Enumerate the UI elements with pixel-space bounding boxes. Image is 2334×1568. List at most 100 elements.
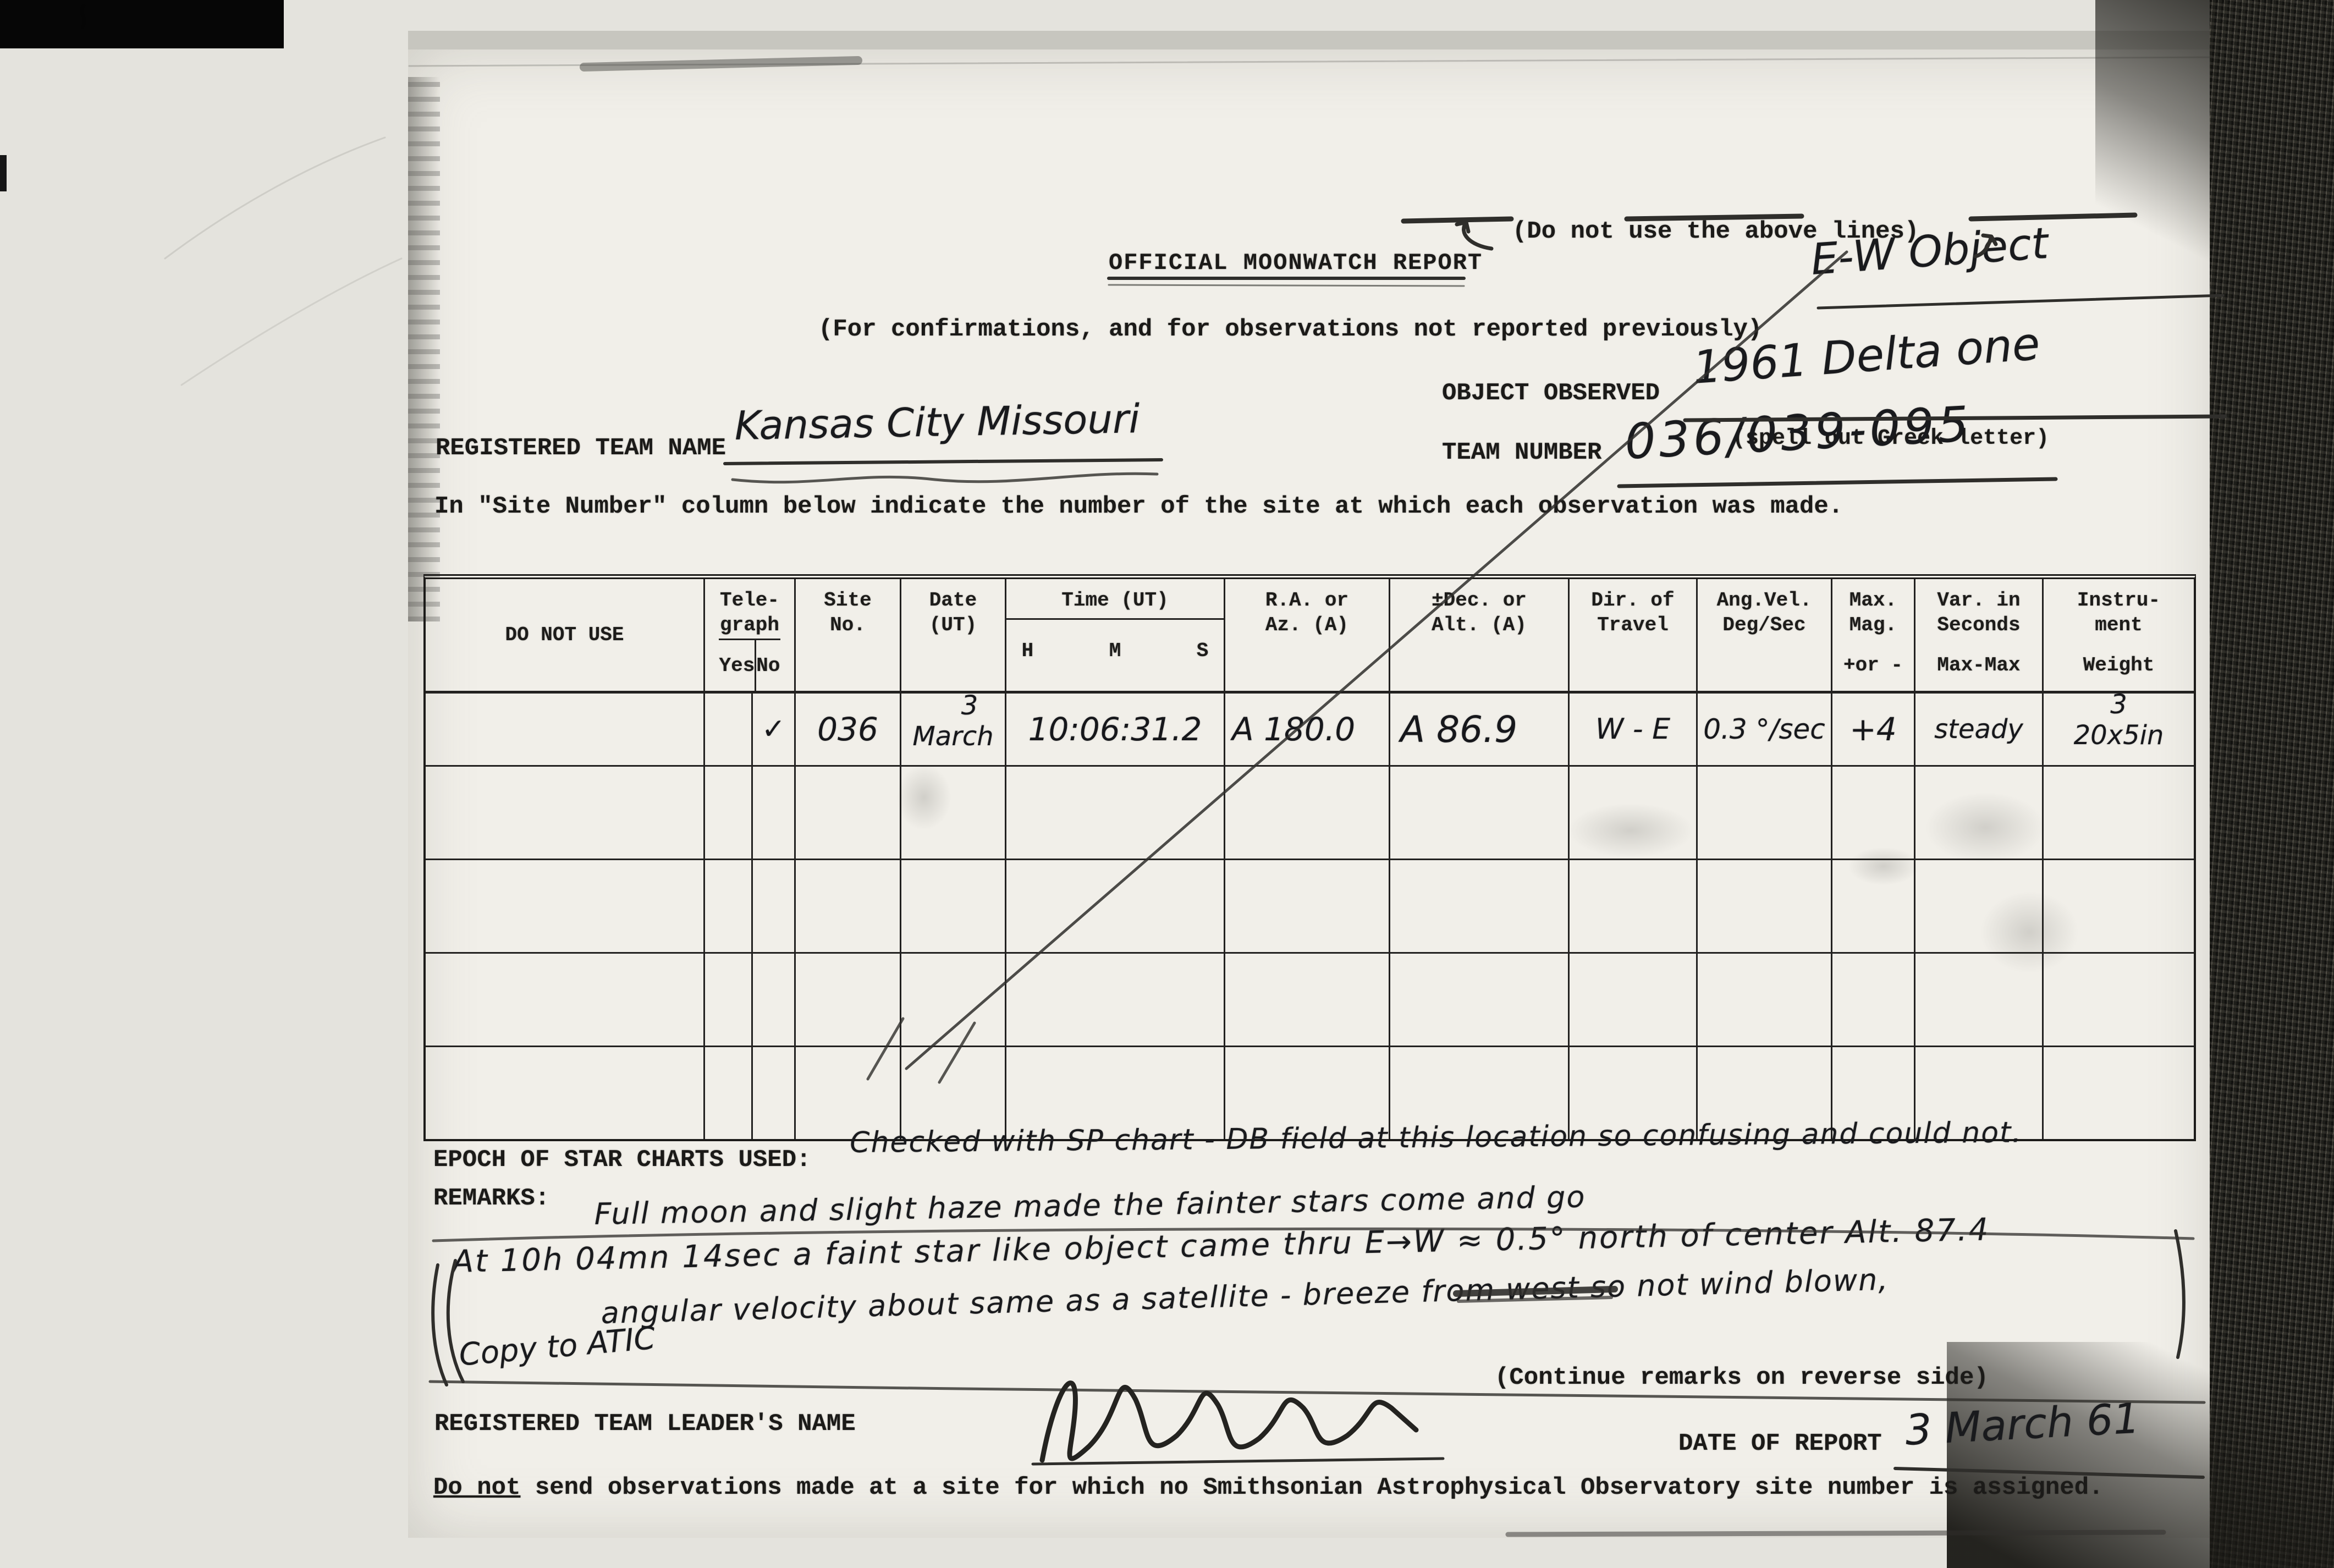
obs-telegraph-no-cell: ✓: [753, 694, 796, 767]
table-empty-cell: [753, 860, 796, 954]
table-empty-cell: [1570, 860, 1698, 954]
scan-smudge: [896, 764, 951, 830]
table-empty-cell: [426, 860, 705, 954]
col-header-var-seconds: Var. in Seconds Max-Max: [1915, 579, 2044, 694]
bottom-note: Do not send observations made at a site …: [433, 1475, 2104, 1501]
table-empty-cell: [1832, 954, 1915, 1047]
col-header-telegraph: Tele- graph Yes No: [705, 579, 796, 694]
table-empty-cell: [1915, 954, 2044, 1047]
col-header-yes: Yes: [719, 640, 757, 691]
obs-angvel-cell: 0.3 °/sec: [1698, 694, 1832, 767]
table-empty-cell: [1832, 767, 1915, 860]
table-empty-cell: [796, 954, 901, 1047]
observation-table: DO NOT USE Tele- graph Yes No Site No. Da…: [423, 574, 2196, 1141]
table-empty-cell: [426, 767, 705, 860]
team-leader-label: REGISTERED TEAM LEADER'S NAME: [434, 1410, 856, 1438]
obs-instrument-cell: 3 20x5in: [2044, 689, 2194, 767]
team-number-label: TEAM NUMBER: [1442, 439, 1602, 466]
film-corner-bottom-right: [1947, 1342, 2334, 1568]
table-empty-cell: [1006, 860, 1225, 954]
table-empty-cell: [1915, 767, 2044, 860]
table-empty-cell: [1225, 860, 1390, 954]
col-header-no: No: [756, 654, 780, 677]
film-scratch-line: [164, 136, 386, 260]
bottom-note-rest: send observations made at a site for whi…: [520, 1474, 2104, 1501]
col-header-max-mag: Max. Mag. +or -: [1832, 579, 1915, 694]
table-empty-cell: [1698, 767, 1832, 860]
table-empty-cell: [901, 860, 1006, 954]
obs-telegraph-yes-cell: [705, 694, 753, 767]
col-header-ra-az: R.A. or Az. (A): [1225, 579, 1390, 694]
table-empty-cell: [1006, 954, 1225, 1047]
table-empty-cell: [1006, 767, 1225, 860]
col-header-date: Date (UT): [901, 579, 1006, 694]
obs-maxmag-cell: +4: [1832, 694, 1915, 767]
film-right-edge: [2210, 0, 2334, 1568]
table-empty-cell: [1698, 1047, 1832, 1139]
table-empty-cell: [1570, 954, 1698, 1047]
obs-do-not-use-cell: [426, 694, 705, 767]
table-empty-cell: [753, 954, 796, 1047]
obs-site-cell: 036: [796, 694, 901, 767]
col-header-instrument: Instru-ment Weight: [2044, 579, 2194, 694]
table-empty-cell: [1390, 1047, 1570, 1139]
scan-smudge: [1848, 847, 1919, 885]
date-of-report-label: DATE OF REPORT: [1678, 1430, 1882, 1457]
film-black-bar: [0, 0, 284, 48]
table-empty-cell: [1225, 954, 1390, 1047]
scan-smudge: [1567, 803, 1694, 858]
remarks-label: REMARKS:: [433, 1185, 550, 1212]
table-empty-cell: [1915, 1047, 2044, 1139]
obs-var-cell: steady: [1915, 694, 2044, 767]
report-title: OFFICIAL MOONWATCH REPORT: [1109, 250, 1483, 276]
table-empty-cell: [1390, 860, 1570, 954]
table-empty-cell: [1832, 1047, 1915, 1139]
bottom-note-underlined: Do not: [433, 1474, 521, 1501]
obs-time-cell: 10:06:31.2: [1006, 694, 1225, 767]
continue-remarks-note: (Continue remarks on reverse side): [1495, 1364, 1989, 1391]
table-empty-cell: [796, 767, 901, 860]
table-empty-cell: [1390, 954, 1570, 1047]
table-empty-cell: [1225, 767, 1390, 860]
obs-ra-cell: A 180.0: [1225, 694, 1390, 767]
telegraph-checkmark: ✓: [761, 713, 786, 746]
table-empty-cell: [1832, 860, 1915, 954]
film-scratch-line: [180, 257, 403, 386]
scan-smudge: [1980, 891, 2079, 973]
table-empty-cell: [1570, 1047, 1698, 1139]
table-empty-cell: [901, 1047, 1006, 1139]
table-empty-cell: [796, 1047, 901, 1139]
object-observed-label: OBJECT OBSERVED: [1442, 379, 1660, 407]
table-empty-cell: [2044, 860, 2194, 954]
telegraph-yes-no-subheader: Yes No: [719, 639, 780, 691]
col-header-dec-alt: ±Dec. or Alt. (A): [1390, 579, 1570, 694]
epoch-label: EPOCH OF STAR CHARTS USED:: [433, 1146, 811, 1174]
col-header-dir-travel: Dir. of Travel: [1570, 579, 1698, 694]
table-empty-cell: [705, 860, 753, 954]
obs-dir-cell: W - E: [1570, 694, 1698, 767]
table-empty-cell: [1225, 1047, 1390, 1139]
scan-top-band: [408, 31, 2217, 49]
table-empty-cell: [705, 767, 753, 860]
site-instruction: In "Site Number" column below indicate t…: [434, 493, 1843, 520]
obs-date-cell: 3 March: [901, 690, 1006, 767]
table-empty-cell: [705, 1047, 753, 1139]
table-empty-cell: [753, 1047, 796, 1139]
team-name-label: REGISTERED TEAM NAME: [436, 434, 726, 462]
film-black-nub: [0, 155, 7, 191]
table-empty-cell: [901, 954, 1006, 1047]
table-empty-cell: [1698, 860, 1832, 954]
table-empty-cell: [1698, 954, 1832, 1047]
table-empty-cell: [705, 954, 753, 1047]
paper-left-edge-fringe: [408, 77, 440, 621]
report-subtitle: (For confirmations, and for observations…: [818, 316, 1763, 343]
table-empty-cell: [753, 767, 796, 860]
team-name-value: Kansas City Missouri: [734, 395, 1141, 449]
table-empty-cell: [2044, 1047, 2194, 1139]
table-empty-cell: [1390, 767, 1570, 860]
table-empty-cell: [426, 954, 705, 1047]
table-empty-cell: [796, 860, 901, 954]
table-empty-cell: [426, 1047, 705, 1139]
table-empty-cell: [1915, 860, 2044, 954]
